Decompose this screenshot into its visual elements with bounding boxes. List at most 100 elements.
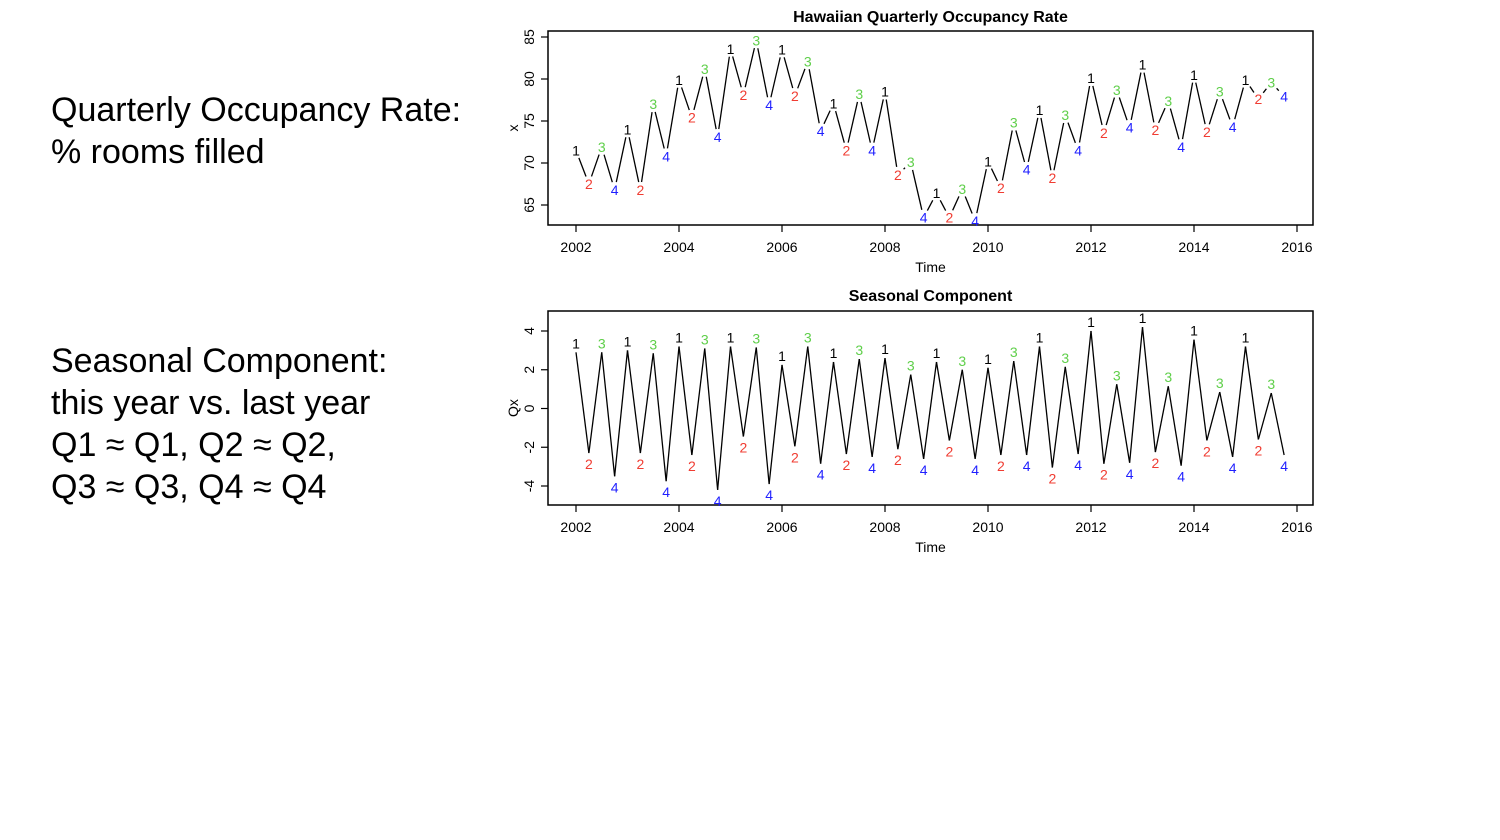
series-segment [1040,117,1052,171]
point-label-q1: 1 [675,72,683,88]
series-segment [654,111,665,149]
point-label-q3: 3 [752,330,760,346]
point-label-q1: 1 [1036,102,1044,118]
point-label-q3: 3 [804,330,812,346]
point-label-q1: 1 [778,348,786,364]
point-label-q4: 4 [971,462,979,478]
series-segment [729,346,745,437]
point-label-q3: 3 [649,336,657,352]
point-label-q1: 1 [984,351,992,367]
series-segment [964,196,973,214]
point-label-q2: 2 [585,456,593,472]
series-segment [948,369,963,441]
series-segment [1276,87,1280,92]
series-segment [768,364,783,485]
point-label-q1: 1 [881,341,889,357]
series-segment [990,168,999,182]
point-label-q3: 3 [907,154,915,170]
point-label-q1: 1 [675,330,683,346]
series-segment [626,350,642,454]
point-label-q2: 2 [791,449,799,465]
series-segment [860,101,871,143]
point-label-q3: 3 [701,61,709,77]
point-label-q4: 4 [817,467,825,483]
point-label-q2: 2 [894,167,902,183]
point-label-q2: 2 [1151,122,1159,138]
x-tick-label: 2016 [1281,239,1312,255]
series-segment [858,359,873,458]
series-segment [1206,391,1221,441]
point-label-q4: 4 [765,487,773,503]
series-segment [1078,85,1091,143]
series-segment [665,346,680,482]
point-label-q4: 4 [920,462,928,478]
series-segment [834,110,845,143]
series-segment [1116,384,1131,463]
series-segment [819,361,835,464]
point-label-q3: 3 [598,139,606,155]
point-label-q3: 3 [804,53,812,69]
series-segment [590,154,600,177]
text-line: Quarterly Occupancy Rate: [51,91,462,129]
series-segment [1130,72,1142,121]
series-segment [1077,330,1092,455]
series-segment [807,346,822,464]
point-label-q2: 2 [1100,125,1108,141]
series-segment [691,348,706,456]
series-segment [903,167,906,170]
point-label-q3: 3 [1267,376,1275,392]
point-label-q2: 2 [739,87,747,103]
x-tick-label: 2002 [560,239,591,255]
point-label-q3: 3 [1216,84,1224,100]
chart-title: Seasonal Component [849,288,1013,305]
point-label-q4: 4 [662,484,670,500]
series-segment [1234,87,1245,120]
series-segment [976,169,987,214]
point-label-q3: 3 [855,86,863,102]
point-label-q1: 1 [778,42,786,58]
x-tick-label: 2010 [972,519,1003,535]
point-label-q2: 2 [1203,443,1211,459]
point-label-q4: 4 [1023,458,1031,474]
series-segment [1015,130,1026,163]
series-segment [613,350,629,477]
series-segment [1038,346,1054,468]
y-tick-label: -2 [521,441,537,454]
series-segment [1027,117,1039,163]
series-segment [716,346,732,490]
series-segment [1128,327,1144,463]
series-segment [705,76,717,130]
point-label-q1: 1 [624,121,632,137]
point-label-q4: 4 [662,148,670,164]
point-label-q1: 1 [933,345,941,361]
point-label-q2: 2 [1254,443,1262,459]
point-label-q4: 4 [1074,142,1082,158]
series-segment [757,48,769,98]
series-segment [1249,86,1255,93]
series-segment [797,68,806,89]
series-segment [615,137,627,183]
point-label-q4: 4 [611,479,619,495]
series-segment [1221,98,1231,120]
series-segment [884,358,899,450]
y-axis-label: x [505,125,521,132]
y-tick-label: 75 [521,113,537,129]
series-segment [575,352,590,454]
point-label-q4: 4 [1177,469,1185,485]
series-segment [678,346,693,456]
text-line: this year vs. last year [51,384,371,422]
series-segment [1105,97,1116,126]
text-line: Seasonal Component: [51,342,388,380]
point-label-q2: 2 [997,180,1005,196]
series-segment [808,69,820,124]
point-label-q1: 1 [624,333,632,349]
x-tick-label: 2004 [663,519,694,535]
point-label-q1: 1 [1139,310,1147,326]
series-segment [1219,391,1234,458]
series-segment [680,87,690,111]
series-segment [628,137,640,183]
series-segment [1067,122,1076,144]
series-segment [1013,360,1028,456]
point-label-q2: 2 [791,88,799,104]
